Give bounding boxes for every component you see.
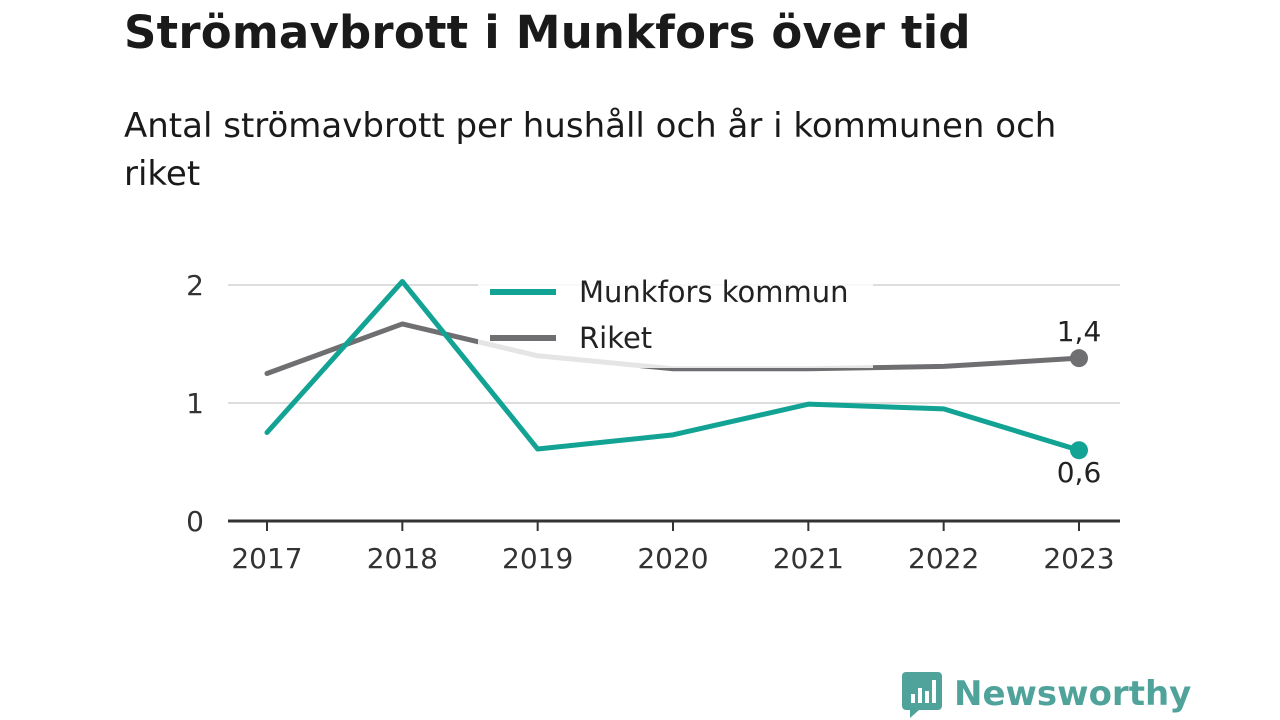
end-value-label: 0,6 xyxy=(1057,456,1102,489)
end-point-marker xyxy=(1070,441,1088,460)
y-tick-label: 1 xyxy=(186,387,204,420)
chart-subtitle: Antal strömavbrott per hushåll och år i … xyxy=(124,106,1057,194)
newsworthy-logo: Newsworthy xyxy=(902,670,1191,718)
series-line-riket xyxy=(264,321,1082,376)
x-tick-label: 2020 xyxy=(637,542,708,575)
x-tick-label: 2023 xyxy=(1043,542,1114,575)
newsworthy-logo-icon xyxy=(902,672,942,718)
end-point-marker xyxy=(1070,349,1088,368)
brand-name: Newsworthy xyxy=(954,674,1192,714)
series-line-munkfors xyxy=(264,278,1082,453)
x-tick-label: 2018 xyxy=(367,542,438,575)
x-tick-label: 2019 xyxy=(502,542,573,575)
legend-label: Munkfors kommun xyxy=(579,275,849,309)
x-tick-label: 2022 xyxy=(908,542,979,575)
end-value-label: 1,4 xyxy=(1057,315,1102,348)
legend-label: Riket xyxy=(579,321,652,355)
line-chart: 0 1 2 2017 2018 2019 2020 2021 2022 2023 Munkfors… xyxy=(186,268,1120,575)
y-tick-label: 2 xyxy=(186,269,204,302)
x-tick-label: 2021 xyxy=(773,542,844,575)
y-tick-label: 0 xyxy=(186,505,204,538)
legend-background xyxy=(478,268,873,368)
x-tick-label: 2017 xyxy=(231,542,302,575)
chart-title: Strömavbrott i Munkfors över tid xyxy=(124,6,971,59)
